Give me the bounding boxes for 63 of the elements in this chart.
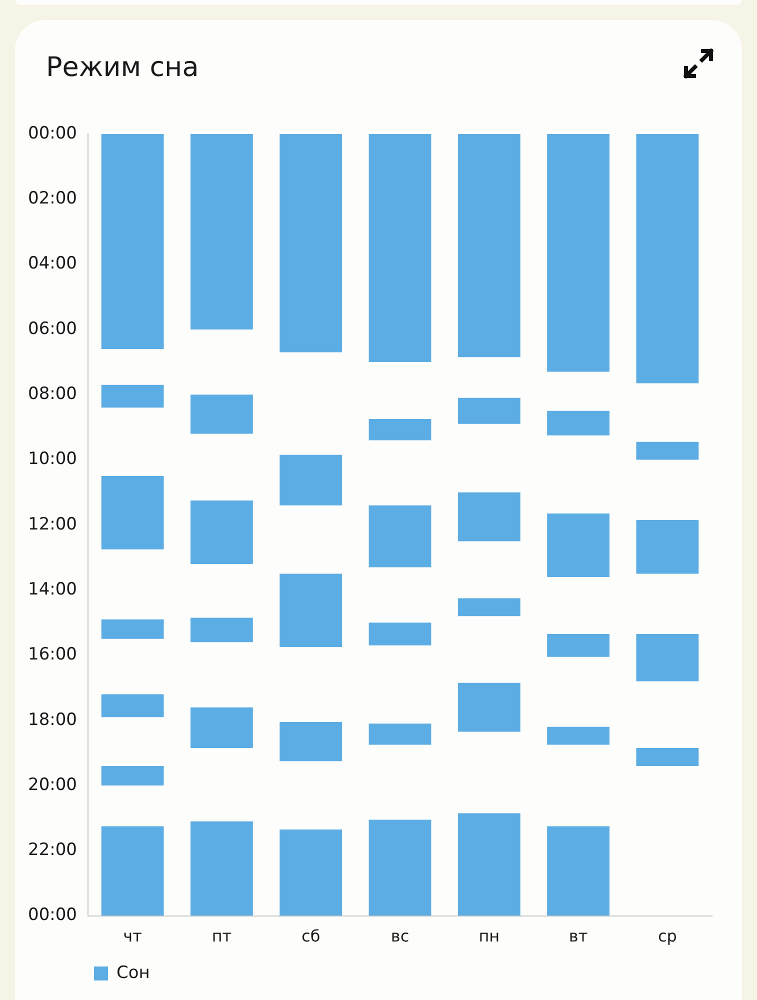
bar [101, 619, 164, 639]
bar [190, 394, 253, 434]
bar [101, 826, 164, 916]
bar [547, 826, 610, 916]
y-tick-label: 06:00 [28, 318, 77, 339]
bar [547, 410, 610, 436]
bar [636, 442, 699, 460]
bar [368, 134, 432, 362]
bar [368, 724, 432, 745]
chart-title: Режим сна [46, 51, 199, 85]
bar [368, 419, 432, 440]
x-tick-label: пт [212, 926, 232, 946]
bar [547, 134, 610, 372]
y-tick-label: 00:00 [28, 905, 77, 926]
bar [190, 821, 253, 916]
bar [368, 820, 432, 916]
bar [101, 766, 164, 786]
y-tick-label: 02:00 [28, 188, 77, 209]
y-tick-label: 12:00 [28, 514, 77, 534]
bar [190, 134, 253, 330]
bar [280, 134, 342, 352]
bar [280, 574, 342, 648]
bar [547, 726, 610, 745]
y-tick-label: 22:00 [28, 840, 77, 860]
bar [101, 694, 164, 718]
bar [458, 813, 520, 916]
x-tick-label: ср [658, 926, 677, 946]
bar [547, 634, 610, 657]
bar [636, 634, 699, 682]
x-tick-label: вт [568, 926, 588, 946]
bar [636, 134, 699, 384]
x-tick-label: чт [123, 926, 142, 946]
bar [101, 476, 164, 550]
legend-label: Сон [116, 962, 150, 983]
bar [280, 722, 342, 762]
bar [190, 707, 253, 748]
y-tick-label: 20:00 [28, 774, 77, 795]
y-tick-label: 14:00 [28, 579, 77, 600]
y-tick-label: 10:00 [28, 449, 77, 470]
bar [280, 454, 342, 506]
x-tick-label: сб [302, 926, 320, 946]
bar [368, 505, 432, 568]
y-tick-label: 16:00 [28, 644, 77, 665]
bar [458, 398, 520, 424]
bar [190, 500, 253, 564]
x-tick-label: пн [478, 926, 500, 946]
bar [547, 514, 610, 578]
y-tick-label: 00:00 [28, 123, 77, 144]
bar [458, 134, 520, 358]
bar [368, 622, 432, 646]
bar [101, 384, 164, 408]
bar [636, 520, 699, 574]
bar [190, 618, 253, 642]
bar [458, 492, 520, 542]
y-tick-label: 18:00 [28, 710, 77, 730]
bar [101, 134, 164, 349]
x-tick-label: вс [390, 926, 410, 946]
bar [280, 829, 342, 916]
y-tick-label: 04:00 [28, 254, 77, 274]
bar [458, 682, 520, 732]
y-tick-label: 08:00 [28, 384, 77, 404]
bar [636, 748, 699, 766]
bar [458, 598, 520, 616]
